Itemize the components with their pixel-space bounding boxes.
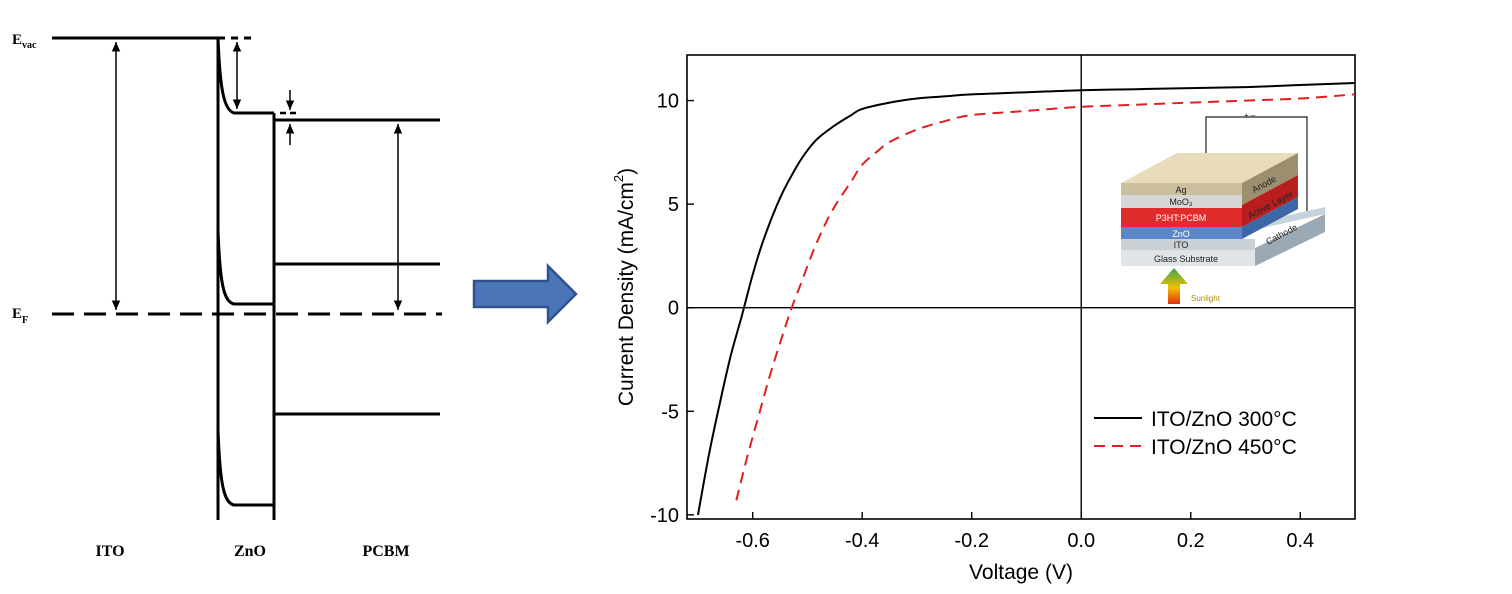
y-tick-label: 0 (668, 298, 679, 320)
layer-label-zno: ZnO (234, 543, 266, 560)
jv-chart: -0.6 -0.4 -0.2 0.0 0.2 0.4 -10 -5 0 5 10 Voltage … (611, 54, 1356, 584)
sunlight-label: Sunlight (1191, 294, 1221, 303)
layer-p3ht-pcbm (1121, 208, 1242, 227)
anode-side (1242, 153, 1298, 205)
layer-label-pcbm: PCBM (362, 543, 409, 560)
band-diagram (52, 36, 442, 520)
x-axis-ticks: -0.6 -0.4 -0.2 0.0 0.2 0.4 (735, 512, 1314, 552)
ef-label: EF (12, 306, 28, 326)
x-tick-label: -0.6 (735, 530, 769, 552)
y-axis-label: Current Density (mA/cm2) (611, 168, 638, 406)
series-line-450 (735, 93, 1356, 501)
series-lines (697, 82, 1356, 516)
stack-top (1121, 153, 1298, 183)
x-tick-label: 0.2 (1177, 530, 1205, 552)
zno-side (1242, 197, 1298, 239)
transition-arrow (472, 262, 578, 326)
inset-layer-active: P3HT:PCBM (1156, 213, 1207, 223)
layer-ag (1121, 183, 1242, 195)
inset-layer-ag: Ag (1175, 185, 1186, 195)
layer-glass (1121, 250, 1255, 266)
y-tick-label: -5 (661, 401, 679, 423)
layer-ito (1121, 239, 1255, 250)
inset-wire (1205, 116, 1308, 211)
x-tick-label: -0.4 (845, 530, 879, 552)
evac-label: Evac (12, 32, 37, 51)
inset-layer-ito: ITO (1174, 240, 1189, 250)
band-arrows (111, 42, 403, 310)
x-tick-label: 0.4 (1286, 530, 1314, 552)
layer-zno (1121, 227, 1242, 239)
series-line-300 (697, 82, 1356, 516)
y-tick-label: 5 (668, 194, 679, 216)
inset-layer-zno: ZnO (1172, 229, 1190, 239)
zno-cb-bend (216, 229, 274, 306)
legend: ITO/ZnO 300°C ITO/ZnO 450°C (1094, 408, 1297, 459)
legend-label-300: ITO/ZnO 300°C (1151, 408, 1297, 431)
y-axis-ticks: -10 -5 0 5 10 (650, 91, 694, 527)
layer-moo3 (1121, 195, 1242, 208)
inset-layer-glass: Glass Substrate (1154, 254, 1218, 264)
x-tick-label: 0.0 (1067, 530, 1095, 552)
inset-layer-moo3: MoO₃ (1169, 197, 1193, 207)
x-axis-label: Voltage (V) (969, 561, 1073, 584)
y-tick-label: -10 (650, 505, 679, 527)
zno-vacuum-bend (216, 37, 274, 115)
layer-label-ito: ITO (95, 543, 124, 560)
substrate-side (1255, 214, 1325, 266)
sunlight-arrow (1160, 268, 1188, 304)
x-tick-label: -0.2 (954, 530, 988, 552)
zno-vb-bend (216, 429, 274, 507)
inset-polarity: + – (1244, 111, 1256, 120)
y-tick-label: 10 (657, 91, 679, 113)
active-side (1242, 175, 1298, 227)
device-inset: + – Ag MoO₃ P3HT:PCBM ZnO ITO Glass Subs… (1121, 111, 1325, 304)
legend-label-450: ITO/ZnO 450°C (1151, 436, 1297, 459)
plot-frame (686, 54, 1356, 520)
